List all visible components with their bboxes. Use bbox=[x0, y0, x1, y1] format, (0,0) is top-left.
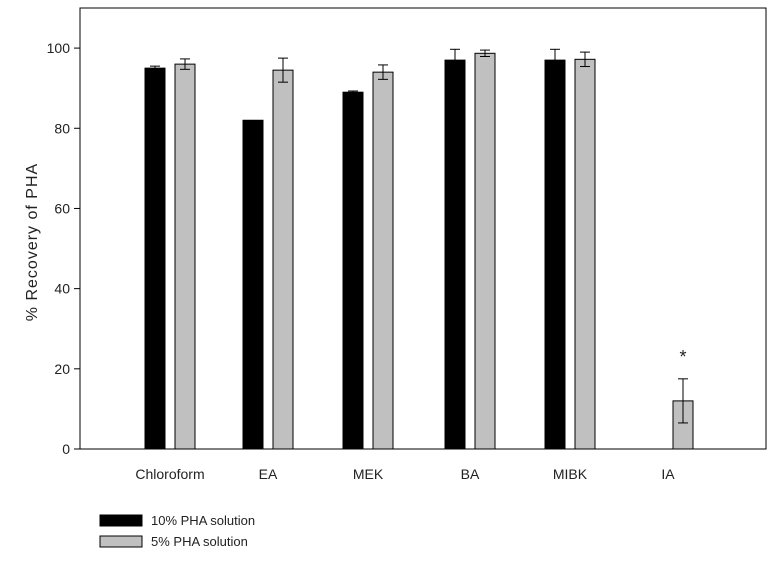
bar-5pct bbox=[574, 58, 596, 450]
ticks: 0 20 40 60 80 100 Chloroform EA MEK BA MIBK IA bbox=[47, 40, 676, 482]
x-tick-label: BA bbox=[461, 466, 480, 482]
y-tick-label: 40 bbox=[54, 281, 70, 297]
x-tick-label: MEK bbox=[353, 466, 384, 482]
annotations: * bbox=[679, 347, 686, 367]
y-tick-label: 60 bbox=[54, 200, 70, 216]
significance-asterisk: * bbox=[679, 347, 686, 367]
bar-5pct bbox=[174, 63, 196, 450]
x-tick-label: IA bbox=[661, 466, 675, 482]
x-tick-label: EA bbox=[259, 466, 278, 482]
bar-10pct bbox=[444, 59, 466, 450]
y-tick-label: 20 bbox=[54, 361, 70, 377]
bar-10pct bbox=[144, 67, 166, 450]
legend: 10% PHA solution 5% PHA solution bbox=[99, 513, 255, 549]
bar-10pct bbox=[242, 119, 264, 450]
bar-10pct bbox=[544, 59, 566, 450]
x-tick-label: Chloroform bbox=[135, 466, 204, 482]
legend-label: 10% PHA solution bbox=[151, 513, 255, 528]
plot-frame bbox=[79, 7, 767, 450]
bar-10pct bbox=[342, 91, 364, 450]
legend-label: 5% PHA solution bbox=[151, 534, 248, 549]
y-tick-label: 0 bbox=[62, 441, 70, 457]
axes bbox=[79, 7, 767, 450]
bars bbox=[144, 48, 694, 450]
bar-5pct bbox=[372, 71, 394, 450]
legend-swatch bbox=[99, 514, 143, 527]
y-tick-label: 80 bbox=[54, 120, 70, 136]
x-tick-label: MIBK bbox=[553, 466, 588, 482]
y-axis-title: % Recovery of PHA bbox=[24, 163, 41, 321]
bar-5pct bbox=[474, 52, 496, 450]
legend-swatch bbox=[99, 535, 143, 548]
bar-5pct bbox=[272, 69, 294, 450]
y-tick-label: 100 bbox=[47, 40, 71, 56]
